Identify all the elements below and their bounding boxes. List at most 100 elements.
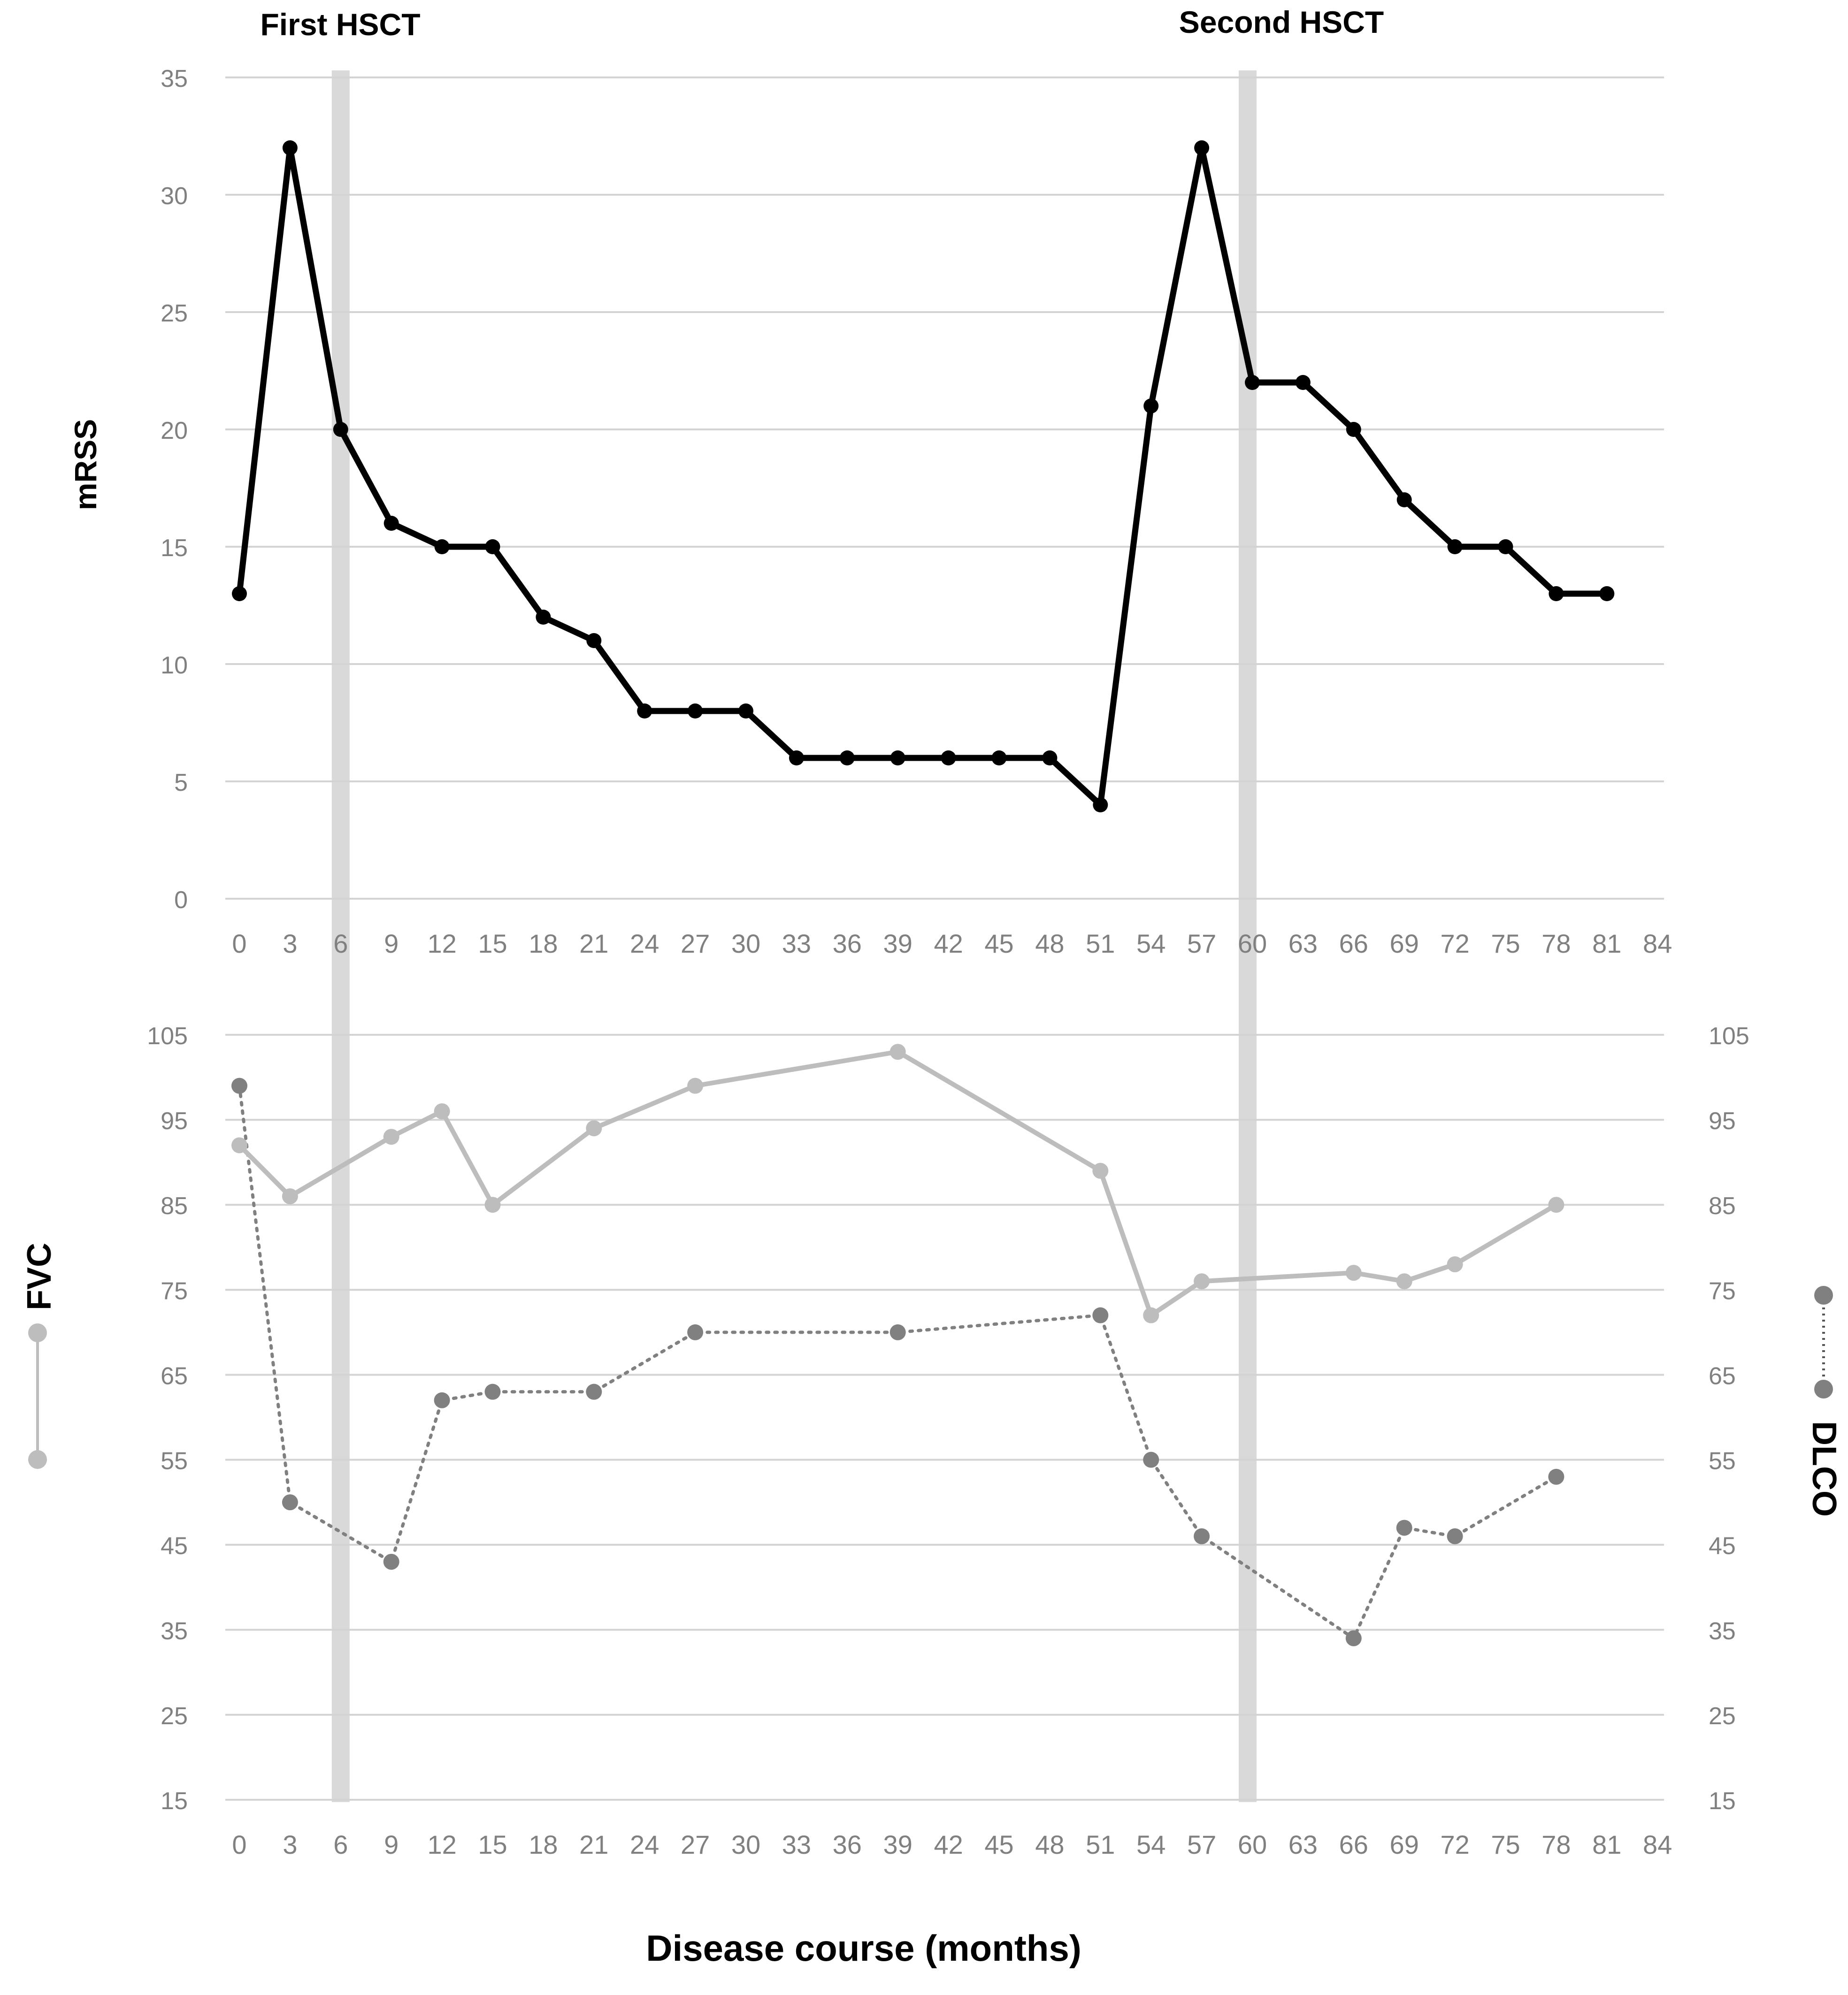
dlco-y-tick-label: 105 [1709,1023,1749,1050]
dlco-legend-label: DLCO [1805,1421,1843,1517]
mrss-point [1245,375,1260,390]
mrss-gridlines [225,76,1664,900]
fvc-y-tick-label: 75 [161,1277,188,1305]
fvc-point [1447,1256,1463,1273]
pulmonary-x-tick-label: 6 [333,1830,348,1859]
pulmonary-x-tick-label: 0 [232,1830,246,1859]
mrss-point [232,586,247,601]
mrss-y-tick-label: 15 [161,535,188,562]
fvc-y-tick-label: 85 [161,1192,188,1220]
pulmonary-x-tick-label: 51 [1086,1830,1115,1859]
mrss-x-tick-label: 9 [384,929,399,958]
mrss-x-tick-label: 24 [630,929,659,958]
mrss-point [536,610,551,625]
dlco-y-tick-label: 55 [1709,1448,1736,1475]
dlco-point [1092,1307,1109,1323]
hsct-band-1 [331,70,350,1802]
dlco-point [484,1384,501,1400]
fvc-point [889,1044,906,1060]
fvc-point [282,1188,298,1205]
mrss-point [1396,492,1412,507]
dlco-point [889,1324,906,1340]
mrss-point [1042,750,1058,765]
pulmonary-x-tick-label: 30 [731,1830,760,1859]
mrss-y-tick-labels: 0 5 10 15 20 25 30 35 [161,65,188,914]
pulmonary-x-tick-label: 42 [934,1830,963,1859]
mrss-y-tick-label: 5 [174,769,188,796]
fvc-point [231,1137,247,1154]
pulmonary-x-tick-label: 27 [681,1830,710,1859]
mrss-x-tick-label: 27 [681,929,710,958]
pulmonary-x-tick-label: 63 [1288,1830,1318,1859]
dlco-point [1396,1520,1412,1536]
mrss-y-tick-label: 35 [161,65,188,92]
mrss-point [1498,539,1513,554]
pulmonary-x-tick-label: 3 [283,1830,297,1859]
mrss-x-tick-label: 57 [1187,929,1216,958]
pulmonary-x-tick-label: 78 [1541,1830,1571,1859]
pulmonary-x-tick-label: 48 [1035,1830,1064,1859]
dlco-y-tick-label: 95 [1709,1108,1736,1135]
pulmonary-x-tick-label: 72 [1440,1830,1469,1859]
mrss-x-tick-label: 63 [1288,929,1318,958]
mrss-point [1346,422,1361,437]
mrss-point [1194,140,1210,155]
mrss-x-tick-label: 60 [1238,929,1267,958]
fvc-point [1143,1307,1159,1323]
first-hsct-label: First HSCT [260,7,420,42]
chart-series [231,140,1615,1646]
pulmonary-x-tick-labels: 0 3 6 9 12 15 18 21 24 27 30 33 36 39 42 45 48 51 54 57 60 63… [232,1830,1672,1859]
mrss-x-tick-label: 30 [731,929,760,958]
pulmonary-x-tick-label: 45 [984,1830,1013,1859]
fvc-point [484,1197,501,1213]
dlco-point [1194,1528,1210,1544]
fvc-y-tick-labels: 15 25 35 45 55 65 75 85 95 105 [147,1023,188,1815]
mrss-point [1599,586,1615,601]
dlco-point [1345,1630,1362,1646]
mrss-point [941,750,956,765]
mrss-x-tick-label: 33 [782,929,811,958]
mrss-point [637,703,652,719]
pulmonary-x-tick-label: 15 [478,1830,507,1859]
mrss-y-tick-label: 30 [161,183,188,210]
mrss-y-tick-label: 20 [161,417,188,444]
mrss-x-tick-label: 15 [478,929,507,958]
mrss-y-axis-label: mRSS [68,419,103,510]
dlco-point [1143,1452,1159,1468]
pulmonary-x-tick-label: 81 [1592,1830,1621,1859]
mrss-point [1093,797,1108,812]
pulmonary-x-tick-label: 21 [579,1830,608,1859]
mrss-x-tick-label: 3 [283,929,297,958]
dlco-y-tick-label: 45 [1709,1533,1736,1560]
pulmonary-x-tick-label: 60 [1238,1830,1267,1859]
mrss-point [738,703,753,719]
pulmonary-x-tick-label: 84 [1643,1830,1672,1859]
fvc-legend-label: FVC [21,1243,58,1310]
fvc-point [434,1103,450,1120]
pulmonary-x-tick-label: 9 [384,1830,399,1859]
pulmonary-x-tick-label: 39 [883,1830,912,1859]
pulmonary-x-tick-label: 57 [1187,1830,1216,1859]
pulmonary-x-tick-label: 54 [1136,1830,1166,1859]
mrss-point [586,633,602,648]
mrss-x-tick-label: 12 [427,929,456,958]
fvc-y-tick-label: 55 [161,1448,188,1475]
fvc-y-tick-label: 65 [161,1362,188,1390]
mrss-y-tick-label: 0 [174,887,188,914]
mrss-x-tick-label: 36 [833,929,862,958]
mrss-point [1143,398,1159,413]
second-hsct-label: Second HSCT [1179,5,1384,39]
mrss-point [282,140,298,155]
fvc-y-tick-label: 105 [147,1023,188,1050]
fvc-legend-marker-top [28,1323,47,1342]
mrss-point [485,539,500,554]
mrss-x-tick-label: 39 [883,929,912,958]
fvc-y-tick-label: 95 [161,1108,188,1135]
pulmonary-x-tick-label: 33 [782,1830,811,1859]
mrss-x-tick-label: 0 [232,929,246,958]
dlco-point [231,1078,247,1094]
mrss-point [1447,539,1463,554]
dlco-point [434,1392,450,1408]
fvc-legend: FVC [21,1243,58,1469]
